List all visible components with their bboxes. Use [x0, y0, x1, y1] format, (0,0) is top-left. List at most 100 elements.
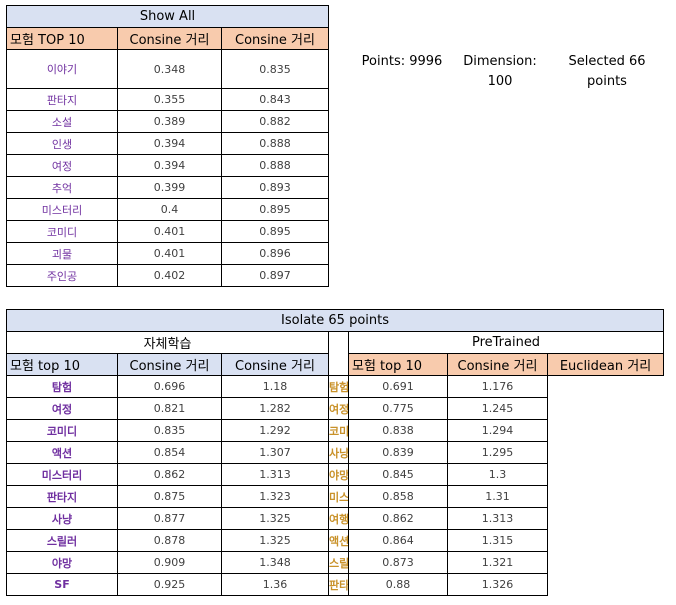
cosine-cell: 0.878 [117, 529, 222, 552]
cosine-cell: 0.401 [117, 242, 222, 265]
euclidean-cell: 1.313 [447, 507, 548, 530]
cosine-cell: 0.821 [117, 397, 222, 420]
column-header: Consine 거리 [221, 353, 329, 376]
points-label: Points: 9996 [361, 54, 443, 69]
cosine-cell: 0.882 [220, 110, 330, 133]
cosine-cell: 0.862 [117, 463, 222, 486]
selected-label: Selected 66 points [560, 52, 654, 92]
word-cell: 인생 [6, 132, 118, 155]
word-cell: 코미디 [328, 419, 349, 442]
word-cell: 추억 [6, 176, 118, 199]
isolate-title: Isolate 65 points [5, 309, 665, 332]
word-cell: 미스터리 [328, 485, 349, 508]
word-cell: 미스터리 [6, 198, 118, 221]
self-trained-subtitle: 자체학습 [6, 331, 329, 354]
table-row: 판타지 0.355 0.843 [6, 88, 330, 111]
column-header: Consine 거리 [220, 27, 330, 50]
cosine-cell: 0.893 [220, 176, 330, 199]
euclidean-cell: 1.245 [447, 397, 548, 420]
cosine-cell: 0.399 [117, 176, 222, 199]
cosine-cell: 0.875 [117, 485, 222, 508]
cosine-cell: 1.292 [221, 419, 329, 442]
word-cell: 사냥 [328, 441, 349, 464]
word-cell: 코미디 [6, 220, 118, 243]
cosine-cell: 0.88 [348, 573, 448, 596]
isolate-table: Isolate 65 points 자체학습 PreTrained 모험 top… [5, 309, 665, 596]
cosine-cell: 0.835 [220, 49, 330, 89]
table-row: 미스터리 0.862 1.313 야망 0.845 1.3 [6, 463, 664, 486]
cosine-cell: 1.36 [221, 573, 329, 596]
euclidean-cell: 1.176 [447, 375, 548, 398]
cosine-cell: 1.348 [221, 551, 329, 574]
table-row: 여정 0.394 0.888 [6, 154, 330, 177]
table-gap [328, 331, 349, 376]
table-row: 인생 0.394 0.888 [6, 132, 330, 155]
cosine-cell: 0.873 [348, 551, 448, 574]
cosine-cell: 0.854 [117, 441, 222, 464]
cosine-cell: 0.394 [117, 154, 222, 177]
cosine-cell: 0.909 [117, 551, 222, 574]
selected-line2: points [587, 74, 627, 89]
cosine-cell: 0.895 [220, 198, 330, 221]
cosine-cell: 1.325 [221, 507, 329, 530]
cosine-cell: 0.888 [220, 154, 330, 177]
column-header: 모험 top 10 [6, 353, 118, 376]
word-cell: 미스터리 [6, 463, 118, 486]
word-cell: 액션 [328, 529, 349, 552]
cosine-cell: 0.348 [117, 49, 222, 89]
cosine-cell: 1.325 [221, 529, 329, 552]
table-row: 소설 0.389 0.882 [6, 110, 330, 133]
column-header: Consine 거리 [447, 353, 548, 376]
table-row: 주인공 0.402 0.897 [6, 264, 330, 287]
cosine-cell: 0.877 [117, 507, 222, 530]
show-all-table: Show All 모험 TOP 10 Consine 거리 Consine 거리… [5, 5, 330, 287]
show-all-title: Show All [5, 5, 330, 28]
cosine-cell: 0.845 [348, 463, 448, 486]
cosine-cell: 0.394 [117, 132, 222, 155]
cosine-cell: 0.897 [220, 264, 330, 287]
word-cell: 야망 [328, 463, 349, 486]
word-cell: 소설 [6, 110, 118, 133]
euclidean-cell: 1.3 [447, 463, 548, 486]
word-cell: SF [6, 573, 118, 596]
table-row: 여정 0.821 1.282 여정 0.775 1.245 [6, 397, 664, 420]
column-header: Consine 거리 [117, 353, 222, 376]
column-header: Consine 거리 [117, 27, 222, 50]
word-cell: 스릴러 [6, 529, 118, 552]
word-cell: 이야기 [6, 49, 118, 89]
word-cell: 여정 [6, 397, 118, 420]
euclidean-cell: 1.295 [447, 441, 548, 464]
dimension-line2: 100 [487, 74, 513, 89]
dimension-line1: Dimension: [463, 54, 537, 69]
cosine-cell: 0.862 [348, 507, 448, 530]
euclidean-cell: 1.326 [447, 573, 548, 596]
word-cell: 액션 [6, 441, 118, 464]
table-row: 스릴러 0.878 1.325 액션 0.864 1.315 [6, 529, 664, 552]
cosine-cell: 0.843 [220, 88, 330, 111]
table-row: 괴물 0.401 0.896 [6, 242, 330, 265]
cosine-cell: 0.896 [220, 242, 330, 265]
table-row: 이야기 0.348 0.835 [6, 49, 330, 89]
word-cell: 스릴러 [328, 551, 349, 574]
word-cell: 판타지 [6, 88, 118, 111]
word-cell: 여정 [6, 154, 118, 177]
euclidean-cell: 1.31 [447, 485, 548, 508]
euclidean-cell: 1.294 [447, 419, 548, 442]
word-cell: 탐험 [328, 375, 349, 398]
cosine-cell: 0.864 [348, 529, 448, 552]
word-cell: 코미디 [6, 419, 118, 442]
table-row: 추억 0.399 0.893 [6, 176, 330, 199]
cosine-cell: 0.355 [117, 88, 222, 111]
table-row: 액션 0.854 1.307 사냥 0.839 1.295 [6, 441, 664, 464]
cosine-cell: 1.323 [221, 485, 329, 508]
word-cell: 괴물 [6, 242, 118, 265]
cosine-cell: 0.4 [117, 198, 222, 221]
selected-line1: Selected 66 [568, 54, 646, 69]
cosine-cell: 0.838 [348, 419, 448, 442]
cosine-cell: 0.402 [117, 264, 222, 287]
cosine-cell: 0.925 [117, 573, 222, 596]
table-row: 탐험 0.696 1.18 탐험 0.691 1.176 [6, 375, 664, 398]
